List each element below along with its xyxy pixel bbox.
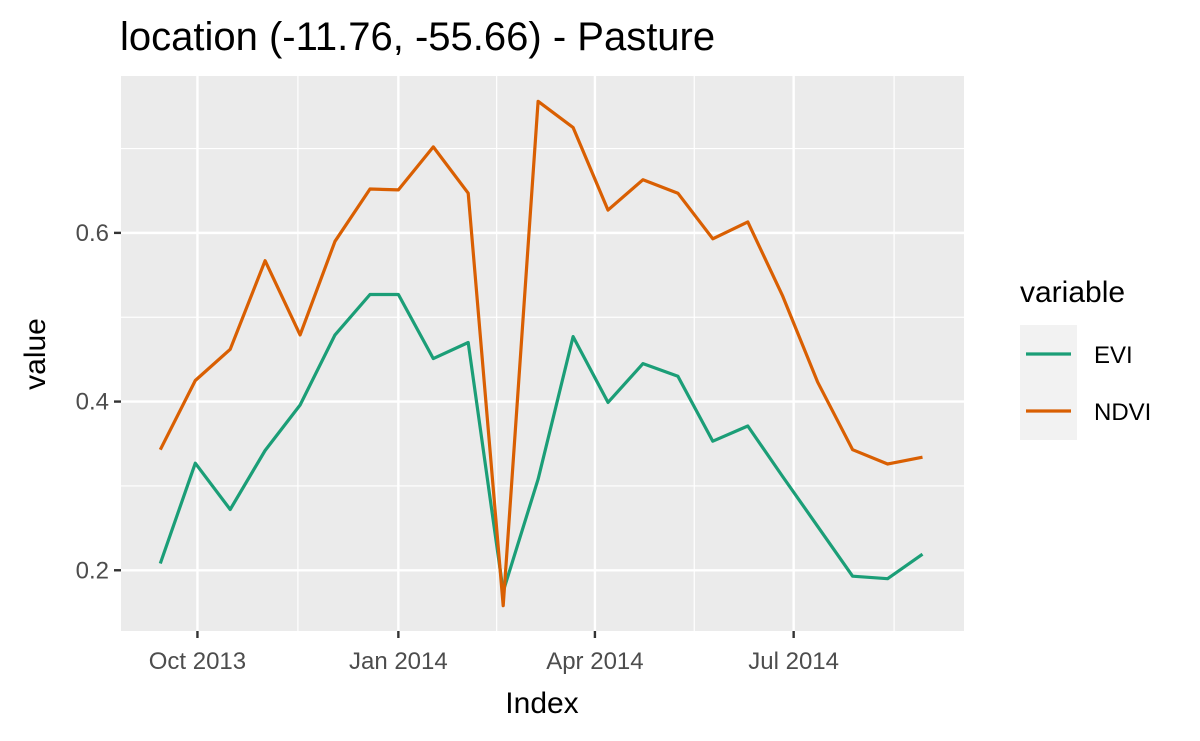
series-line-ndvi <box>158 99 923 608</box>
legend-title: variable <box>1020 276 1125 309</box>
legend-label-evi: EVI <box>1094 342 1133 369</box>
series-lines <box>158 99 924 608</box>
plot-panel <box>121 76 964 631</box>
legend-label-ndvi: NDVI <box>1094 399 1151 426</box>
y-tick-label: 0.2 <box>76 557 109 584</box>
x-tick-label: Apr 2014 <box>546 648 643 675</box>
y-tick-label: 0.6 <box>76 220 109 247</box>
series-line-evi <box>158 292 924 594</box>
y-axis-title: value <box>19 318 52 390</box>
y-axis: 0.2 0.4 0.6 <box>76 220 121 584</box>
legend-key-background <box>1020 325 1077 440</box>
chart-title: location (-11.76, -55.66) - Pasture <box>120 15 715 59</box>
x-tick-label: Jan 2014 <box>349 648 448 675</box>
legend: variable EVI NDVI <box>1020 276 1151 440</box>
x-axis: Oct 2013 Jan 2014 Apr 2014 Jul 2014 <box>149 631 839 675</box>
grid-minor <box>121 76 964 631</box>
x-tick-label: Oct 2013 <box>149 648 246 675</box>
grid-major <box>121 76 964 631</box>
y-tick-label: 0.4 <box>76 389 109 416</box>
x-tick-label: Jul 2014 <box>748 648 839 675</box>
x-axis-title: Index <box>505 687 578 720</box>
